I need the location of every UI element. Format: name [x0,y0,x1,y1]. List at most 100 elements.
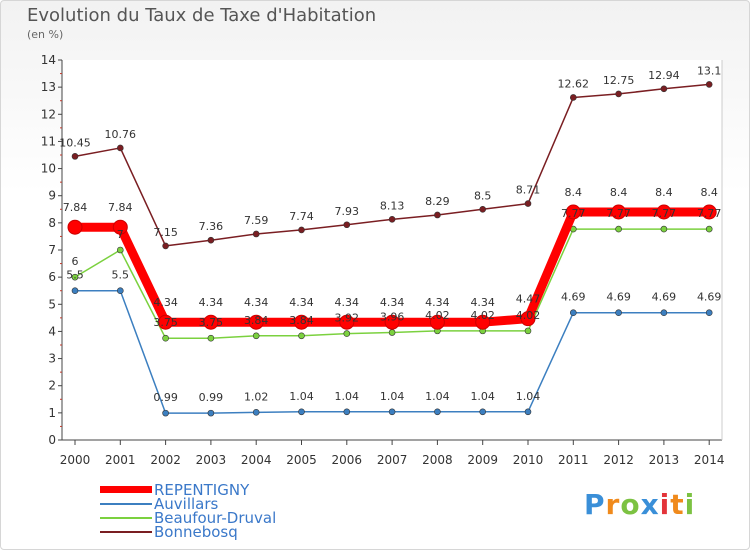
data-label: 10.76 [105,128,137,141]
legend-label: Bonnebosq [154,523,238,541]
x-tick-label: 2007 [377,453,408,467]
x-tick-label: 2001 [105,453,136,467]
data-label: 8.4 [610,186,628,199]
data-point [298,226,305,234]
x-tick-label: 2003 [196,453,227,467]
data-point [429,314,445,330]
data-label: 7.15 [153,226,178,239]
data-point [479,205,487,213]
data-label: 8.4 [565,186,583,199]
data-label: 7.77 [652,207,677,220]
data-point [248,314,264,330]
data-point [339,314,355,330]
data-label: 6 [72,255,79,268]
y-tick-label: 9 [48,189,56,203]
x-tick-label: 2008 [422,453,453,467]
data-point [298,408,305,416]
data-label: 1.04 [516,390,541,403]
y-tick-label: 4 [48,324,56,338]
data-point [158,314,174,330]
data-point [615,225,622,233]
x-tick-label: 2013 [649,453,680,467]
y-tick-label: 8 [48,216,56,230]
data-label: 3.96 [380,311,405,324]
legend-label: Auvillars [154,495,219,513]
data-label: 4.02 [425,309,450,322]
data-label: 1.02 [244,390,269,403]
data-point [524,408,532,416]
logo-letter: P [584,488,606,521]
data-point [117,246,124,254]
data-label: 10.45 [59,136,91,149]
chart-title: Evolution du Taux de Taxe d'Habitation [27,5,377,26]
data-label: 3.75 [199,316,224,329]
data-label: 8.71 [516,184,541,197]
data-point [207,334,215,342]
data-point [705,225,713,233]
y-tick-label: 12 [41,107,56,121]
x-tick-label: 2009 [467,453,498,467]
data-point [388,216,396,223]
y-tick-label: 1 [48,406,56,420]
data-label: 4.69 [652,291,677,304]
data-label: 7.77 [561,207,586,220]
data-point [569,309,577,317]
x-tick-label: 2006 [332,453,363,467]
data-label: 4.69 [697,291,722,304]
data-label: 4.34 [380,296,405,309]
y-tick-label: 2 [48,379,56,393]
logo-letter: o [620,488,641,521]
proxiti-logo: Proxiti [584,488,695,521]
data-point [701,204,717,220]
logo-letter: i [659,488,671,521]
data-label: 4.34 [153,296,178,309]
data-point [112,219,128,235]
data-label: 7.36 [199,220,224,233]
x-tick-label: 2002 [150,453,181,467]
data-point [71,287,79,295]
data-label: 8.29 [425,195,450,208]
y-tick-label: 5 [48,297,56,311]
data-label: 1.04 [335,390,360,403]
data-label: 7 [117,228,124,241]
data-label: 7.59 [244,214,269,227]
x-tick-label: 2010 [513,453,544,467]
data-point [705,81,713,88]
x-tick-label: 2005 [286,453,317,467]
data-point [434,211,441,219]
data-label: 8.13 [380,199,405,212]
data-label: 1.04 [380,390,405,403]
x-tick-label: 2011 [558,453,589,467]
data-point [162,334,169,342]
data-point [524,200,532,207]
x-tick-label: 2000 [60,453,91,467]
plot-area [62,60,722,440]
data-point [203,314,219,330]
data-label: 7.84 [63,201,88,214]
y-tick-label: 13 [41,80,56,94]
data-label: 8.4 [700,186,718,199]
data-label: 4.02 [516,309,541,322]
y-tick-label: 3 [48,352,56,366]
data-point [343,330,351,337]
data-point [162,242,169,250]
logo-letter: t [670,488,685,521]
legend-label: REPENTIGNY [154,481,250,499]
data-label: 4.34 [335,296,360,309]
data-label: 4.34 [289,296,314,309]
data-label: 3.84 [244,314,269,327]
unit-label: (en %) [27,28,64,41]
legend-label: Beaufour-Druval [154,509,277,527]
data-point [298,332,305,340]
data-point [207,236,215,244]
data-point [660,309,668,317]
data-point [520,311,536,327]
logo-letter: x [640,488,660,521]
data-label: 3.75 [153,316,178,329]
data-label: 8.4 [655,186,673,199]
data-point [207,409,215,417]
data-label: 5.5 [112,269,130,282]
data-point [479,408,487,416]
data-point [117,144,124,152]
data-label: 12.75 [603,74,635,87]
